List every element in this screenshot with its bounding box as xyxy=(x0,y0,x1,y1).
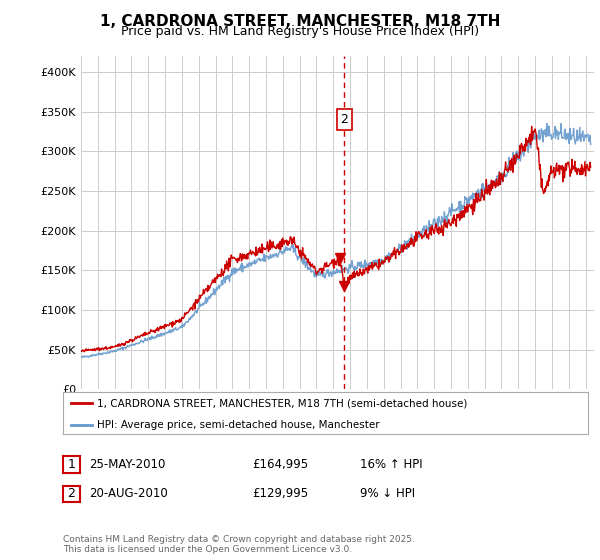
Text: Price paid vs. HM Land Registry's House Price Index (HPI): Price paid vs. HM Land Registry's House … xyxy=(121,25,479,38)
Text: Contains HM Land Registry data © Crown copyright and database right 2025.
This d: Contains HM Land Registry data © Crown c… xyxy=(63,535,415,554)
Text: 2: 2 xyxy=(67,487,76,501)
Text: £164,995: £164,995 xyxy=(252,458,308,472)
Text: 1, CARDRONA STREET, MANCHESTER, M18 7TH (semi-detached house): 1, CARDRONA STREET, MANCHESTER, M18 7TH … xyxy=(97,398,467,408)
Text: 1, CARDRONA STREET, MANCHESTER, M18 7TH: 1, CARDRONA STREET, MANCHESTER, M18 7TH xyxy=(100,14,500,29)
Text: £129,995: £129,995 xyxy=(252,487,308,501)
Text: 2: 2 xyxy=(340,113,348,126)
Text: HPI: Average price, semi-detached house, Manchester: HPI: Average price, semi-detached house,… xyxy=(97,420,380,430)
Text: 20-AUG-2010: 20-AUG-2010 xyxy=(89,487,167,501)
Text: 25-MAY-2010: 25-MAY-2010 xyxy=(89,458,165,472)
Text: 1: 1 xyxy=(67,458,76,472)
Text: 16% ↑ HPI: 16% ↑ HPI xyxy=(360,458,422,472)
Text: 9% ↓ HPI: 9% ↓ HPI xyxy=(360,487,415,501)
